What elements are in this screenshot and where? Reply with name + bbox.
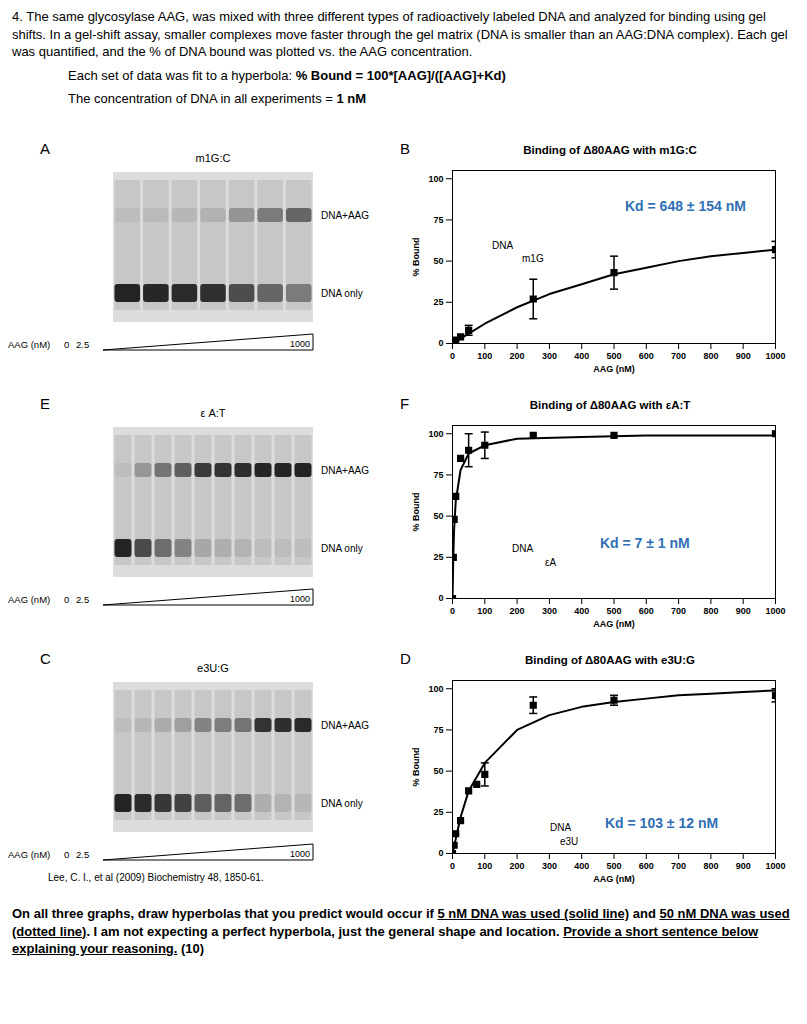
svg-text:% Bound: % Bound (411, 748, 421, 787)
svg-text:100: 100 (428, 429, 443, 439)
svg-text:700: 700 (671, 606, 686, 616)
svg-text:400: 400 (574, 606, 589, 616)
svg-text:500: 500 (606, 351, 621, 361)
html-text:Each set of data was fit to a: Each set of data was fit to a hyperbola:… (68, 67, 506, 83)
svg-text:25: 25 (433, 552, 443, 562)
svg-text:0: 0 (64, 339, 69, 350)
svg-text:% Bound: % Bound (411, 493, 421, 532)
html-text:Binding of Δ80AAG with e3U:G: Binding of Δ80AAG with e3U:G (525, 654, 695, 666)
svg-text:DNA only: DNA only (321, 798, 363, 809)
svg-text:75: 75 (433, 215, 443, 225)
svg-text:50: 50 (433, 256, 443, 266)
svg-text:100: 100 (477, 351, 492, 361)
svg-text:200: 200 (510, 606, 525, 616)
svg-text:1000: 1000 (290, 594, 310, 604)
svg-text:100: 100 (428, 684, 443, 694)
svg-text:200: 200 (510, 351, 525, 361)
svg-text:50: 50 (433, 766, 443, 776)
html-text:A: A (40, 140, 50, 157)
html-text:Kd = 648 ± 154 nM: Kd = 648 ± 154 nM (625, 198, 746, 214)
svg-text:1000: 1000 (765, 606, 785, 616)
html-text:DNA: DNA (492, 240, 514, 251)
svg-text:300: 300 (542, 351, 557, 361)
svg-text:0: 0 (438, 848, 443, 858)
svg-text:100: 100 (428, 174, 443, 184)
svg-text:AAG (nM): AAG (nM) (593, 619, 635, 629)
html-text:Lee, C. I., et al (2009) Bioch: Lee, C. I., et al (2009) Biochemistry 48… (48, 872, 264, 883)
svg-text:0: 0 (450, 861, 455, 871)
svg-text:600: 600 (639, 606, 654, 616)
svg-text:AAG (nM): AAG (nM) (8, 849, 50, 860)
svg-text:m1G:C: m1G:C (196, 152, 231, 164)
html-text:E: E (40, 395, 50, 412)
svg-text:DNA+AAG: DNA+AAG (321, 210, 369, 221)
html-text:Binding of Δ80AAG with m1G:C: Binding of Δ80AAG with m1G:C (523, 144, 697, 156)
svg-text:900: 900 (736, 351, 751, 361)
html-text:4. The same glycosylase AAG, w: 4. The same glycosylase AAG, was mixed w… (12, 9, 788, 60)
html-text:C: C (40, 650, 51, 667)
html-text:D: D (400, 650, 411, 667)
html-text:The concentration of DNA in al: The concentration of DNA in all experime… (68, 91, 367, 107)
svg-text:0: 0 (438, 338, 443, 348)
html-text:Kd = 103 ± 12 nM: Kd = 103 ± 12 nM (605, 815, 719, 831)
svg-text:500: 500 (606, 606, 621, 616)
svg-text:1000: 1000 (290, 339, 310, 349)
svg-text:900: 900 (736, 606, 751, 616)
svg-text:75: 75 (433, 725, 443, 735)
svg-text:800: 800 (703, 861, 718, 871)
svg-text:DNA only: DNA only (321, 543, 363, 554)
svg-text:25: 25 (433, 297, 443, 307)
svg-text:DNA+AAG: DNA+AAG (321, 720, 369, 731)
html-text:e3U: e3U (560, 836, 579, 847)
svg-text:2.5: 2.5 (76, 339, 89, 350)
svg-text:AAG (nM): AAG (nM) (8, 339, 50, 350)
svg-text:300: 300 (542, 861, 557, 871)
svg-text:600: 600 (639, 351, 654, 361)
svg-text:ε A:T: ε A:T (200, 407, 225, 419)
svg-text:0: 0 (450, 351, 455, 361)
svg-text:200: 200 (510, 861, 525, 871)
svg-text:600: 600 (639, 861, 654, 871)
html-text:εA: εA (545, 557, 557, 568)
svg-text:100: 100 (477, 861, 492, 871)
svg-text:DNA only: DNA only (321, 288, 363, 299)
html-text:DNA: DNA (512, 543, 534, 554)
svg-text:800: 800 (703, 351, 718, 361)
svg-text:400: 400 (574, 861, 589, 871)
svg-text:800: 800 (703, 606, 718, 616)
svg-text:500: 500 (606, 861, 621, 871)
svg-text:1000: 1000 (765, 351, 785, 361)
svg-text:700: 700 (671, 351, 686, 361)
html-text:Binding of Δ80AAG with εA:T: Binding of Δ80AAG with εA:T (529, 399, 691, 411)
svg-text:AAG (nM): AAG (nM) (593, 364, 635, 374)
svg-text:300: 300 (542, 606, 557, 616)
svg-text:DNA+AAG: DNA+AAG (321, 465, 369, 476)
html-text:Kd = 7 ± 1 nM: Kd = 7 ± 1 nM (600, 535, 690, 551)
html-text:F: F (400, 395, 410, 412)
svg-text:1000: 1000 (765, 861, 785, 871)
html-text:On all three graphs, draw hype: On all three graphs, draw hyperbolas tha… (12, 906, 790, 957)
html-text:m1G: m1G (522, 253, 544, 264)
html-text:DNA: DNA (550, 822, 572, 833)
svg-text:2.5: 2.5 (76, 849, 89, 860)
svg-text:100: 100 (477, 606, 492, 616)
svg-text:700: 700 (671, 861, 686, 871)
svg-text:400: 400 (574, 351, 589, 361)
svg-text:900: 900 (736, 861, 751, 871)
svg-text:AAG (nM): AAG (nM) (593, 874, 635, 884)
svg-text:25: 25 (433, 807, 443, 817)
svg-text:% Bound: % Bound (411, 238, 421, 277)
svg-text:50: 50 (433, 511, 443, 521)
svg-text:0: 0 (64, 849, 69, 860)
svg-text:0: 0 (450, 606, 455, 616)
svg-text:75: 75 (433, 470, 443, 480)
html-text:B: B (400, 140, 410, 157)
svg-text:0: 0 (64, 594, 69, 605)
svg-text:e3U:G: e3U:G (197, 662, 229, 674)
svg-text:AAG (nM): AAG (nM) (8, 594, 50, 605)
svg-text:1000: 1000 (290, 849, 310, 859)
svg-text:2.5: 2.5 (76, 594, 89, 605)
svg-text:0: 0 (438, 593, 443, 603)
